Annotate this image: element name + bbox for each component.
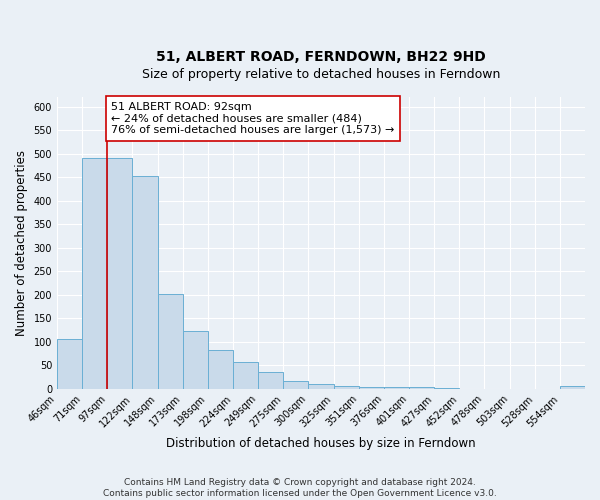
Text: 51 ALBERT ROAD: 92sqm
← 24% of detached houses are smaller (484)
76% of semi-det: 51 ALBERT ROAD: 92sqm ← 24% of detached … xyxy=(111,102,394,135)
Bar xyxy=(57,340,82,389)
Bar xyxy=(384,387,409,389)
X-axis label: Distribution of detached houses by size in Ferndown: Distribution of detached houses by size … xyxy=(166,437,476,450)
Bar xyxy=(208,350,233,389)
Y-axis label: Number of detached properties: Number of detached properties xyxy=(15,150,28,336)
Bar xyxy=(133,176,158,389)
Bar xyxy=(308,384,334,389)
Bar xyxy=(158,294,183,389)
Bar xyxy=(258,372,283,389)
Bar xyxy=(409,388,434,389)
Bar xyxy=(359,387,384,389)
Bar xyxy=(283,381,308,389)
Text: Size of property relative to detached houses in Ferndown: Size of property relative to detached ho… xyxy=(142,68,500,81)
Bar xyxy=(233,362,258,389)
Title: 51, ALBERT ROAD, FERNDOWN, BH22 9HD: 51, ALBERT ROAD, FERNDOWN, BH22 9HD xyxy=(156,50,486,64)
Text: Contains HM Land Registry data © Crown copyright and database right 2024.
Contai: Contains HM Land Registry data © Crown c… xyxy=(103,478,497,498)
Bar xyxy=(183,332,208,389)
Bar xyxy=(334,386,359,389)
Bar xyxy=(107,158,133,389)
Bar xyxy=(82,158,107,389)
Bar xyxy=(560,386,585,389)
